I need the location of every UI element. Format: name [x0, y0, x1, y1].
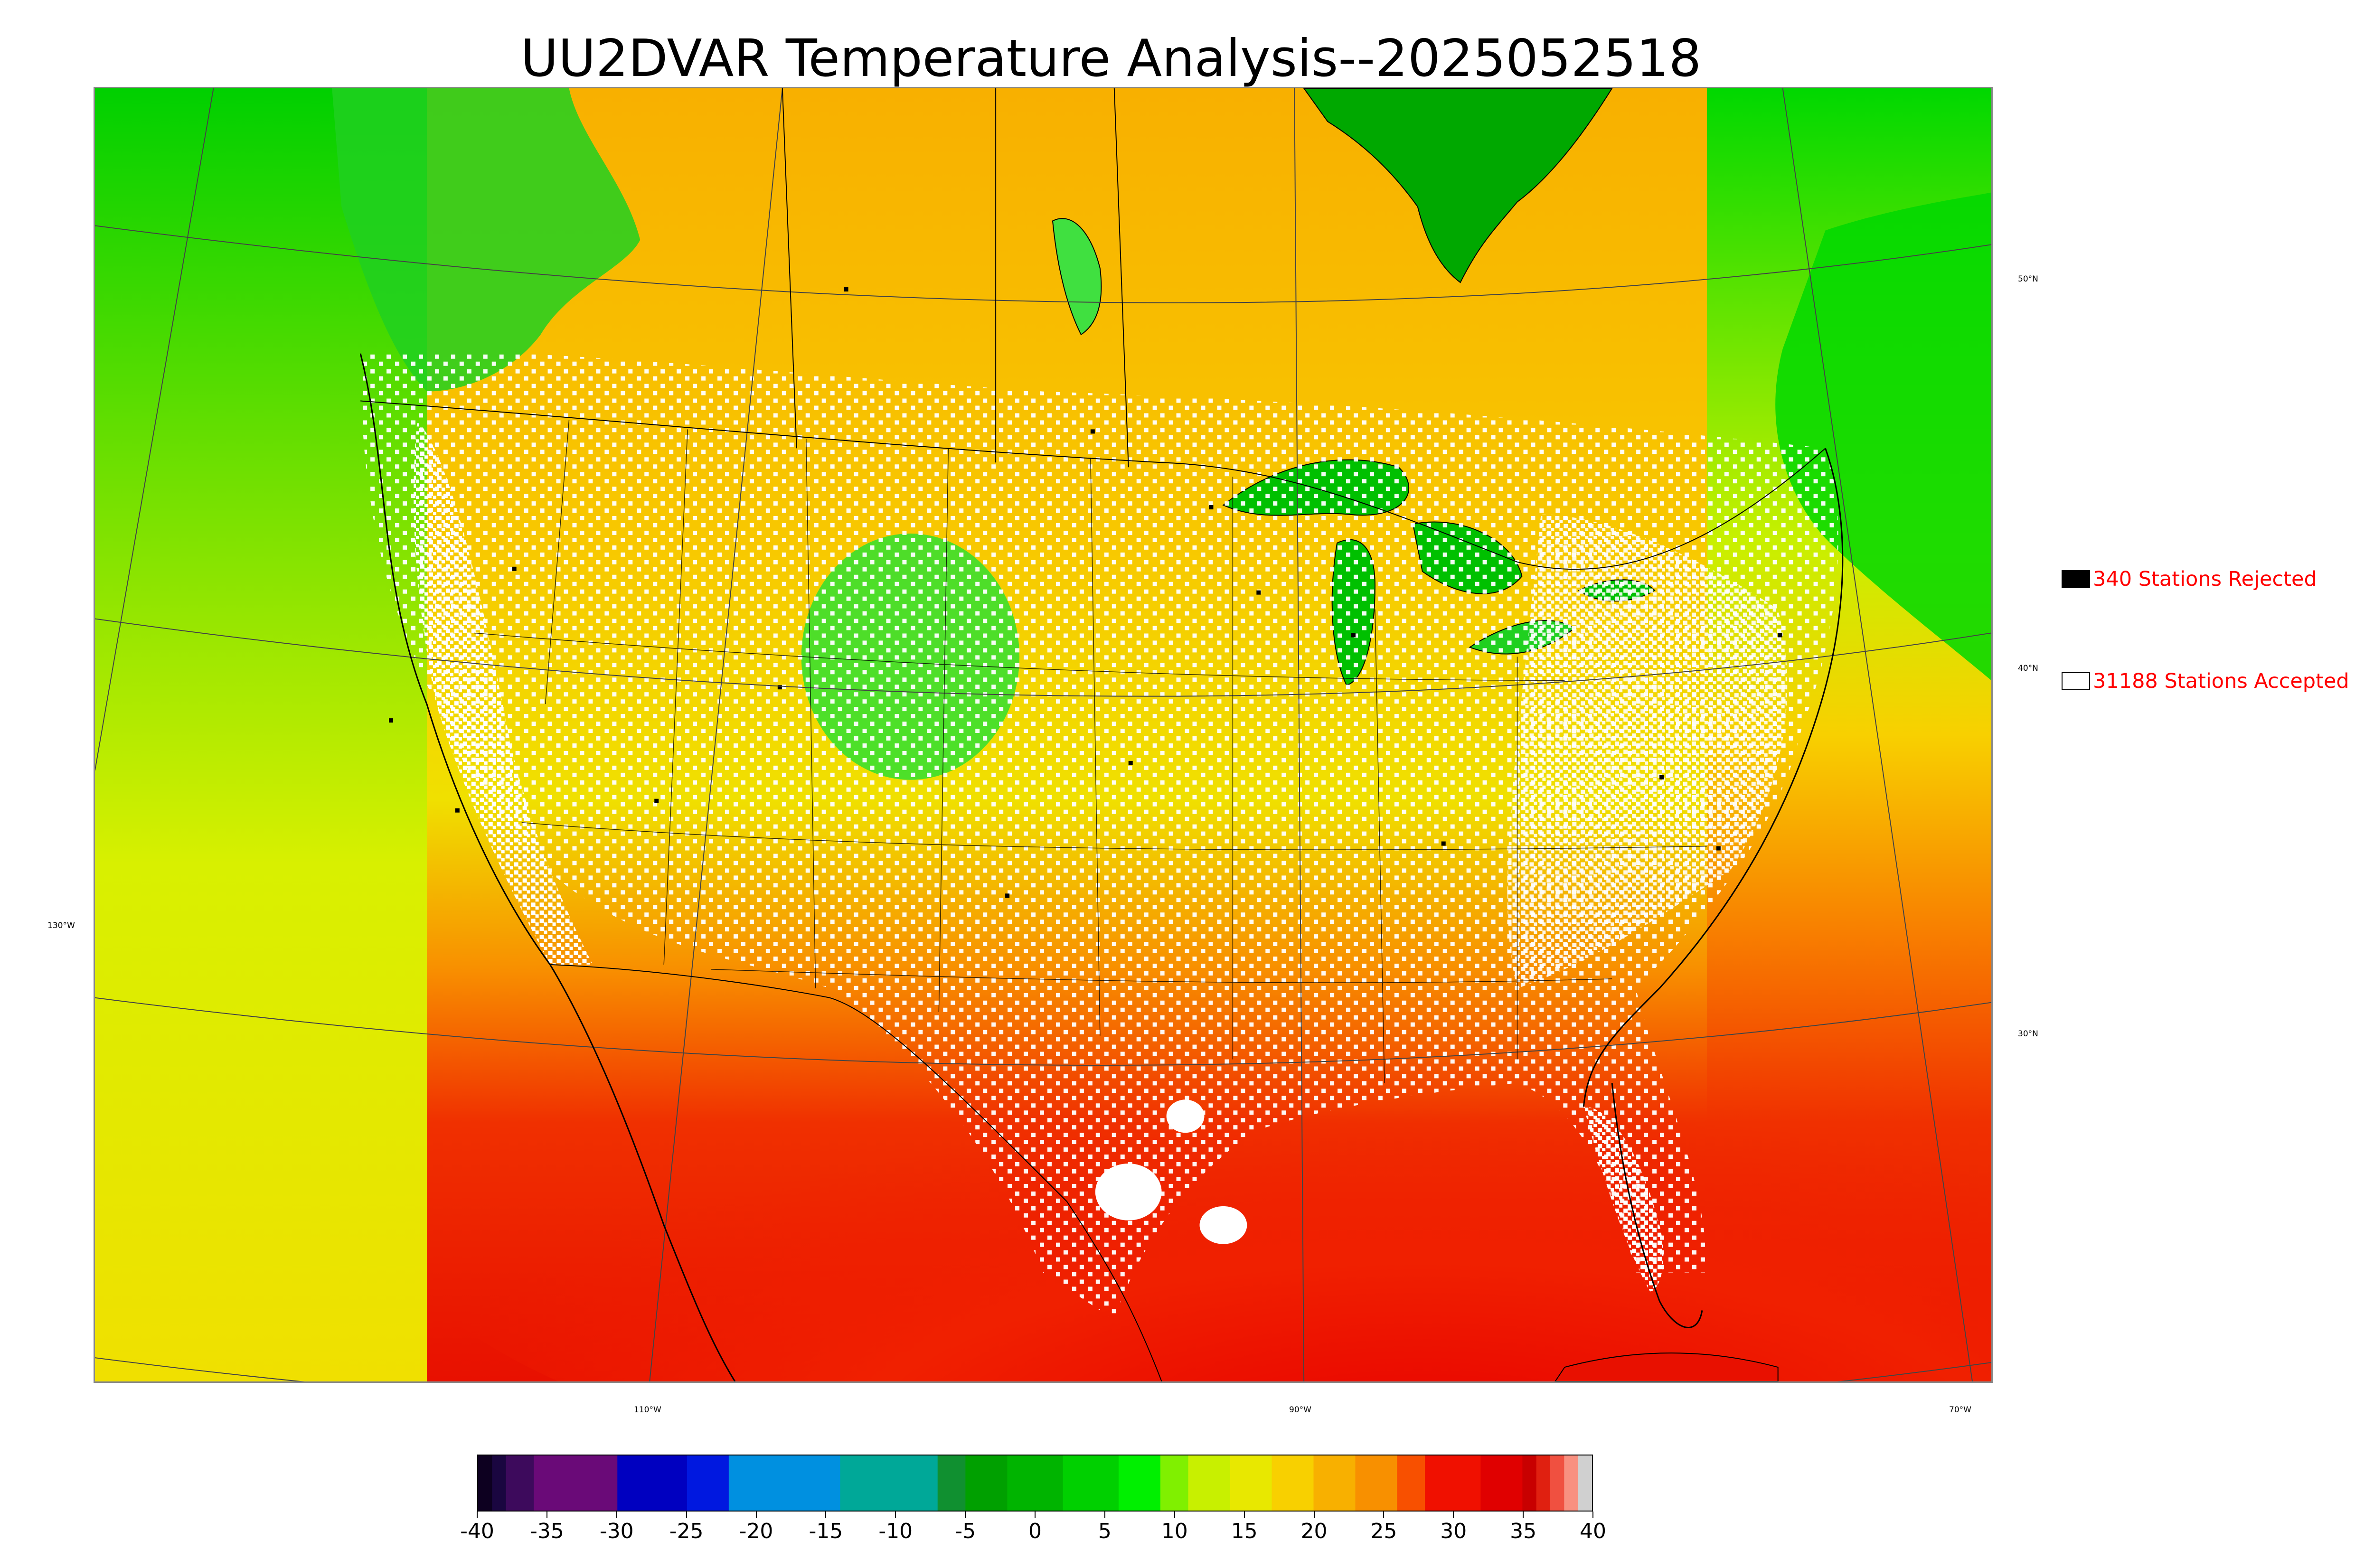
colorbar-tick-label: 30: [1440, 1519, 1467, 1543]
colorbar-tick: [825, 1512, 827, 1518]
colorbar-segment: [1230, 1455, 1272, 1511]
chart-title: UU2DVAR Temperature Analysis--2025052518: [520, 29, 1702, 88]
colorbar-tick-label: -35: [529, 1519, 564, 1543]
colorbar-segment: [534, 1455, 618, 1511]
colorbar-tick-label: 10: [1161, 1519, 1188, 1543]
colorbar-tick: [1453, 1512, 1454, 1518]
lon-label-90w: 90°W: [1289, 1405, 1311, 1415]
pacific-ocean-field: [95, 88, 427, 1381]
lon-label-110w: 110°W: [634, 1405, 661, 1415]
colorbar-tick-label: -30: [599, 1519, 634, 1543]
lake-winnipeg: [1052, 218, 1102, 336]
colorbar-tick: [1592, 1512, 1593, 1518]
colorbar-segment: [1397, 1455, 1425, 1511]
temperature-colorbar: [477, 1455, 1593, 1512]
colorbar-segment: [1118, 1455, 1161, 1511]
canada-province-borders: [782, 88, 1129, 468]
colorbar-tick-label: 0: [1028, 1519, 1042, 1543]
rocky-mountain-cool-zone: [332, 88, 641, 392]
us-mexico-border: [550, 964, 1162, 1381]
colorbar-tick-label: 35: [1510, 1519, 1537, 1543]
colorbar-segment: [1355, 1455, 1397, 1511]
colorbar-tick: [895, 1512, 896, 1518]
colorbar-tick: [1104, 1512, 1105, 1518]
colorbar-segment: [937, 1455, 966, 1511]
map-graticule: [95, 88, 1991, 1381]
colorbar-segment: [617, 1455, 688, 1511]
colorbar-tick-label: 20: [1300, 1519, 1328, 1543]
colorbar-tick: [477, 1512, 478, 1518]
coastline: [359, 353, 1844, 1381]
colorbar-tick: [546, 1512, 547, 1518]
colorbar-segment: [492, 1455, 507, 1511]
colorbar-tick: [616, 1512, 617, 1518]
state-borders: [474, 420, 1707, 1083]
colorbar-tick-label: -15: [809, 1519, 843, 1543]
colorbar-segment: [478, 1455, 492, 1511]
colorbar-tick-label: -10: [878, 1519, 913, 1543]
colorbar-segment: [1564, 1455, 1579, 1511]
colorbar-segment: [965, 1455, 1008, 1511]
cuba: [1554, 1352, 1779, 1381]
dallas-station-cluster: [1095, 1164, 1162, 1221]
colorbar-tick: [686, 1512, 687, 1518]
colorbar-segment: [840, 1455, 938, 1511]
colorbar-tick: [755, 1512, 757, 1518]
colorbar-segment: [1063, 1455, 1119, 1511]
lat-label-40n: 40°N: [2018, 664, 2038, 673]
rejected-label: 340 Stations Rejected: [2093, 567, 2317, 591]
hudson-bay: [1303, 88, 1613, 283]
colorbar-tick: [1313, 1512, 1315, 1518]
colorbar-tick: [1174, 1512, 1175, 1518]
accepted-swatch: [2062, 672, 2090, 690]
florida-station-cluster: [1583, 1107, 1664, 1292]
colorbar-tick-label: 15: [1231, 1519, 1258, 1543]
rejected-station-markers: [389, 287, 1782, 898]
east-coast-station-cluster: [1507, 515, 1788, 988]
colorbar-segment: [1578, 1455, 1592, 1511]
colorbar-segment: [1550, 1455, 1564, 1511]
colorbar-segment: [1160, 1455, 1189, 1511]
colorbar-tick: [965, 1512, 966, 1518]
accepted-label: 31188 Stations Accepted: [2093, 669, 2349, 693]
colorbar-segment: [1425, 1455, 1481, 1511]
colorbar-segment: [1272, 1455, 1314, 1511]
colorbar-tick: [1523, 1512, 1524, 1518]
lat-label-50n: 50°N: [2018, 274, 2038, 284]
colorbar-tick-label: -40: [460, 1519, 494, 1543]
colorbar-segment: [1480, 1455, 1523, 1511]
legend-accepted: 31188 Stations Accepted: [2062, 669, 2349, 693]
colorbar-segment: [1007, 1455, 1064, 1511]
colorbar-segment: [728, 1455, 840, 1511]
colorbar-tick-label: -20: [739, 1519, 773, 1543]
houston-station-cluster: [1199, 1206, 1247, 1244]
colorbar-tick-label: 5: [1098, 1519, 1112, 1543]
west-coast-station-cluster: [414, 420, 593, 965]
colorbar-tick-label: -5: [955, 1519, 976, 1543]
colorbar-segment: [1536, 1455, 1551, 1511]
colorbar-tick-label: 40: [1580, 1519, 1606, 1543]
lon-label-70w: 70°W: [1949, 1405, 1971, 1415]
colorbar-tick: [1244, 1512, 1245, 1518]
colorbar-segment: [1522, 1455, 1537, 1511]
accepted-station-markers: [360, 351, 1838, 1320]
colorbar-segment: [1188, 1455, 1231, 1511]
colorbar-tick: [1383, 1512, 1385, 1518]
northeast-cool-zone: [1775, 192, 1991, 681]
rejected-swatch: [2062, 570, 2090, 588]
colorbar-segment: [1313, 1455, 1356, 1511]
oklahoma-station-cluster: [1166, 1099, 1205, 1133]
temperature-map: [94, 87, 1993, 1383]
legend-rejected: 340 Stations Rejected: [2062, 567, 2317, 591]
colorbar-tick: [1035, 1512, 1036, 1518]
colorbar-segment: [506, 1455, 534, 1511]
map-canvas: [95, 88, 1991, 1381]
us-canada-border: [360, 400, 1826, 570]
lon-label-130w: 130°W: [47, 921, 75, 930]
lat-label-30n: 30°N: [2018, 1029, 2038, 1039]
colorbar-tick-label: 25: [1370, 1519, 1397, 1543]
colorbar-segment: [687, 1455, 729, 1511]
colorbar-tick-label: -25: [669, 1519, 704, 1543]
